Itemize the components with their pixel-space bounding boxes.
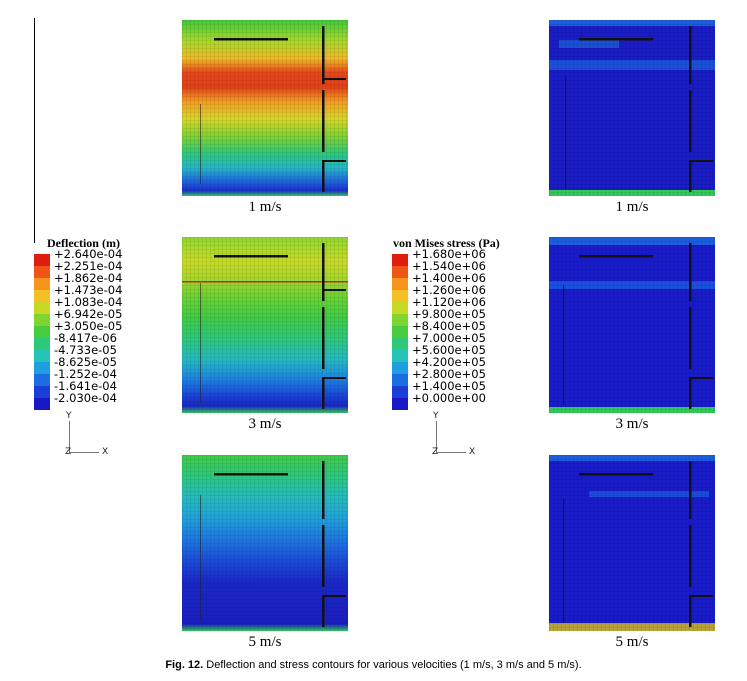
stress-legend-value: +7.000e+05 — [412, 331, 486, 345]
stress-legend-swatch — [392, 254, 408, 266]
stress-legend-swatch — [392, 386, 408, 398]
stress-contour-5ms — [549, 455, 715, 631]
stress-legend-value: +1.260e+06 — [412, 283, 486, 297]
stress-legend-swatch — [392, 362, 408, 374]
stress-legend-value: +1.120e+06 — [412, 295, 486, 309]
stress-contour-3ms — [549, 237, 715, 413]
deflection-legend-swatch — [34, 374, 50, 386]
deflection-legend-title: Deflection (m) — [47, 236, 120, 250]
stress-legend-swatch — [392, 398, 408, 410]
deflection-legend-value: +1.862e-04 — [54, 271, 123, 285]
deflection-legend-value: +6.942e-05 — [54, 307, 123, 321]
deflection-legend-swatch — [34, 362, 50, 374]
stress-legend-swatch — [392, 350, 408, 362]
deflection-legend-swatch — [34, 278, 50, 290]
deflection-legend-value: -1.641e-04 — [54, 379, 117, 393]
stress-legend-swatch — [392, 338, 408, 350]
figure-left-rule — [34, 18, 35, 243]
stress-legend-value: +1.400e+05 — [412, 379, 486, 393]
deflection-legend-value: -4.733e-05 — [54, 343, 117, 357]
stress-legend-value: +8.400e+05 — [412, 319, 486, 333]
velocity-label-stress-3: 5 m/s — [615, 634, 649, 650]
deflection-legend-swatch — [34, 266, 50, 278]
stress-legend-value: +4.200e+05 — [412, 355, 486, 369]
deflection-legend: Deflection (m) +2.640e-04 +2.251e-04 +1.86… — [34, 236, 174, 411]
deflection-legend-value: +1.083e-04 — [54, 295, 123, 309]
deflection-legend-swatch — [34, 338, 50, 350]
axis-z-label: Z — [65, 447, 72, 457]
deflection-legend-value: +2.640e-04 — [54, 247, 123, 261]
axis-x-label: X — [102, 447, 109, 457]
axis-triad-deflection: Y Z X — [58, 411, 109, 457]
stress-legend-swatch — [392, 278, 408, 290]
deflection-legend-swatch — [34, 350, 50, 362]
figure-caption-label: Fig. 12. — [165, 659, 204, 671]
deflection-legend-swatch — [34, 290, 50, 302]
stress-legend-swatch — [392, 374, 408, 386]
deflection-legend-swatch — [34, 254, 50, 266]
axis-y-label: Y — [433, 411, 439, 421]
velocity-label-stress-2: 3 m/s — [615, 416, 649, 432]
deflection-legend-value: -1.252e-04 — [54, 367, 117, 381]
deflection-legend-value: +1.473e-04 — [54, 283, 123, 297]
stress-legend-value: +1.400e+06 — [412, 271, 486, 285]
velocity-label-stress-1: 1 m/s — [615, 199, 649, 215]
stress-legend-value: +9.800e+05 — [412, 307, 486, 321]
stress-legend-value: +5.600e+05 — [412, 343, 486, 357]
figure-caption: Fig. 12. Deflection and stress contours … — [0, 659, 747, 671]
deflection-contour-3ms — [182, 237, 348, 413]
velocity-label-deflection-2: 3 m/s — [248, 416, 282, 432]
deflection-legend-swatch — [34, 326, 50, 338]
deflection-legend-swatch — [34, 398, 50, 410]
stress-legend-value: +1.540e+06 — [412, 259, 486, 273]
stress-legend-value: +2.800e+05 — [412, 367, 486, 381]
deflection-legend-value: -8.417e-06 — [54, 331, 117, 345]
axis-z-label: Z — [432, 447, 439, 457]
deflection-legend-value: +3.050e-05 — [54, 319, 123, 333]
deflection-legend-swatch — [34, 302, 50, 314]
velocity-label-deflection-3: 5 m/s — [248, 634, 282, 650]
stress-legend-swatch — [392, 302, 408, 314]
stress-legend-value: +0.000e+00 — [412, 391, 486, 405]
deflection-legend-value: +2.251e-04 — [54, 259, 123, 273]
stress-legend-title: von Mises stress (Pa) — [393, 236, 500, 250]
stress-legend-swatch — [392, 314, 408, 326]
velocity-label-deflection-1: 1 m/s — [248, 199, 282, 215]
stress-legend-swatch — [392, 326, 408, 338]
stress-legend-value: +1.680e+06 — [412, 247, 486, 261]
deflection-contour-1ms — [182, 20, 348, 196]
stress-legend: von Mises stress (Pa) +1.680e+06 +1.540e+… — [392, 236, 542, 411]
deflection-contour-5ms — [182, 455, 348, 631]
axis-y-label: Y — [66, 411, 72, 421]
deflection-legend-value: -2.030e-04 — [54, 391, 117, 405]
deflection-legend-swatch — [34, 386, 50, 398]
stress-legend-swatch — [392, 290, 408, 302]
axis-triad-stress: Y Z X — [425, 411, 476, 457]
deflection-legend-value: -8.625e-05 — [54, 355, 117, 369]
figure-caption-text: Deflection and stress contours for vario… — [203, 659, 582, 671]
axis-x-label: X — [469, 447, 476, 457]
stress-contour-1ms — [549, 20, 715, 196]
stress-legend-swatch — [392, 266, 408, 278]
deflection-legend-swatch — [34, 314, 50, 326]
